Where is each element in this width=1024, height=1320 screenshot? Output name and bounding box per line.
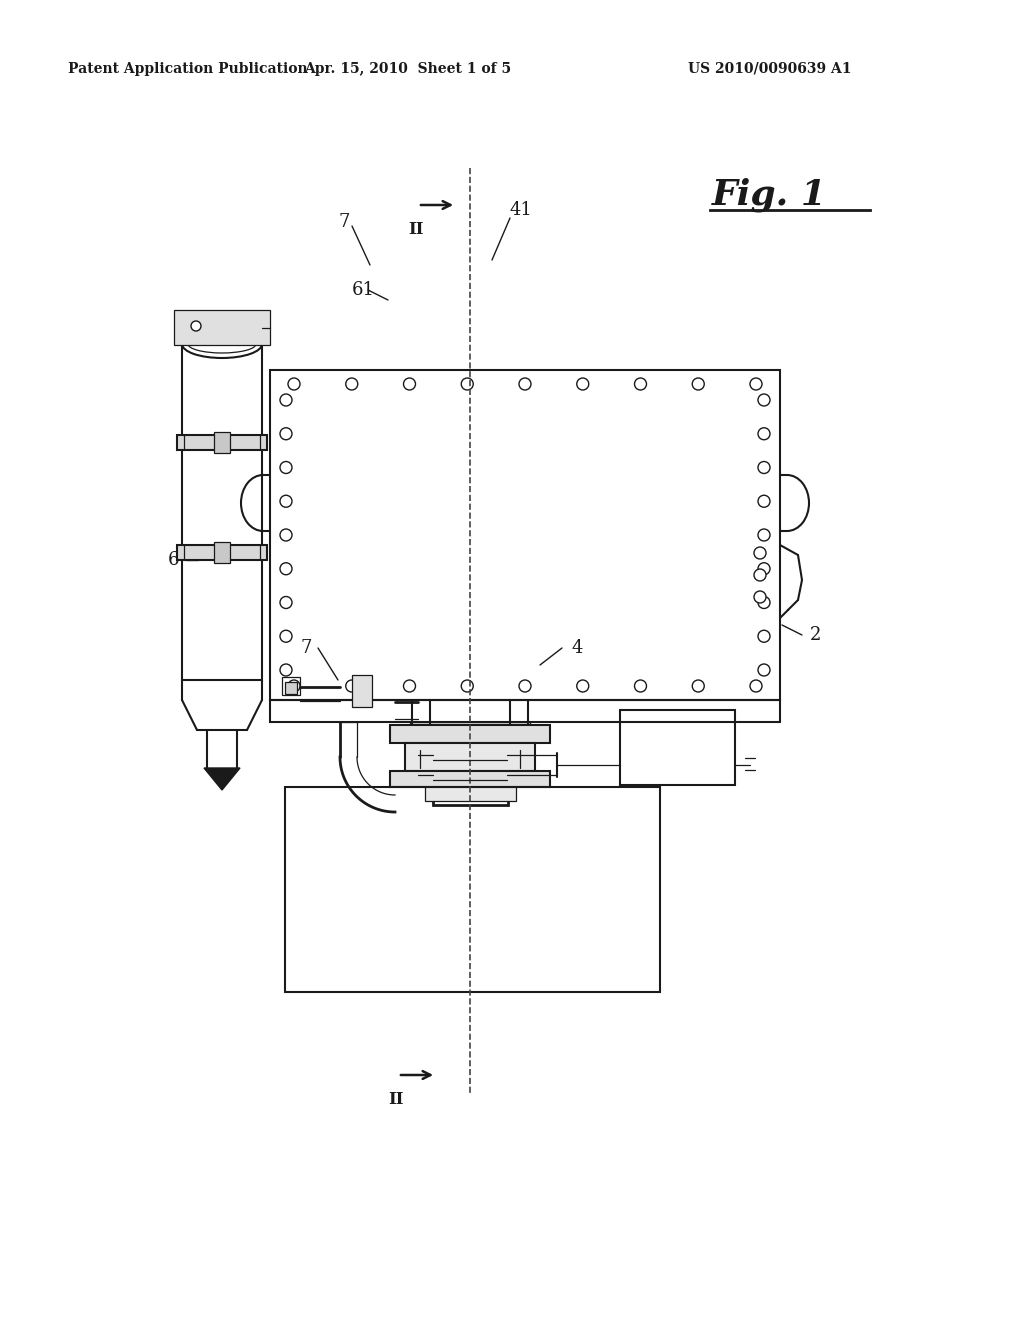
Circle shape: [692, 378, 705, 389]
Circle shape: [754, 591, 766, 603]
Text: 7: 7: [338, 213, 349, 231]
Circle shape: [750, 680, 762, 692]
Bar: [620, 710, 735, 785]
Bar: [425, 783, 516, 801]
Circle shape: [635, 680, 646, 692]
Circle shape: [191, 321, 201, 331]
Bar: [214, 432, 230, 453]
Circle shape: [758, 529, 770, 541]
Bar: [177, 436, 267, 450]
Circle shape: [758, 393, 770, 407]
Circle shape: [577, 378, 589, 389]
Bar: [433, 730, 508, 805]
Text: 41: 41: [510, 201, 532, 219]
Text: Apr. 15, 2010  Sheet 1 of 5: Apr. 15, 2010 Sheet 1 of 5: [304, 62, 512, 77]
Circle shape: [288, 378, 300, 389]
Circle shape: [288, 680, 300, 692]
Circle shape: [280, 393, 292, 407]
Circle shape: [758, 495, 770, 507]
Circle shape: [635, 378, 646, 389]
Circle shape: [280, 562, 292, 574]
Circle shape: [461, 378, 473, 389]
Circle shape: [754, 546, 766, 558]
Circle shape: [280, 529, 292, 541]
Bar: [282, 677, 300, 696]
Text: US 2010/0090639 A1: US 2010/0090639 A1: [688, 62, 852, 77]
Circle shape: [758, 428, 770, 440]
Bar: [285, 787, 660, 993]
Bar: [177, 545, 267, 560]
Text: 7: 7: [300, 639, 311, 657]
Circle shape: [750, 378, 762, 389]
Circle shape: [754, 569, 766, 581]
Bar: [410, 722, 530, 750]
Circle shape: [403, 680, 416, 692]
Circle shape: [346, 378, 357, 389]
Bar: [285, 682, 297, 694]
Circle shape: [280, 495, 292, 507]
Bar: [390, 725, 550, 743]
Circle shape: [577, 680, 589, 692]
Circle shape: [461, 680, 473, 692]
Polygon shape: [204, 768, 240, 789]
Bar: [214, 543, 230, 564]
Circle shape: [403, 378, 416, 389]
Bar: [182, 341, 262, 680]
Bar: [406, 743, 535, 771]
Circle shape: [519, 378, 531, 389]
Circle shape: [280, 597, 292, 609]
Circle shape: [758, 597, 770, 609]
Text: 61: 61: [352, 281, 375, 300]
Bar: [415, 750, 525, 768]
Circle shape: [280, 630, 292, 643]
Circle shape: [758, 562, 770, 574]
Circle shape: [758, 462, 770, 474]
Circle shape: [280, 428, 292, 440]
Text: 4: 4: [572, 639, 584, 657]
Text: 6: 6: [168, 550, 179, 569]
Circle shape: [758, 664, 770, 676]
Circle shape: [280, 664, 292, 676]
Bar: [270, 370, 780, 700]
Bar: [421, 735, 520, 752]
Text: II: II: [409, 220, 424, 238]
Circle shape: [692, 680, 705, 692]
Circle shape: [346, 680, 357, 692]
Text: 2: 2: [810, 626, 821, 644]
Text: II: II: [388, 1092, 403, 1107]
Bar: [390, 771, 550, 787]
Bar: [352, 675, 372, 708]
Circle shape: [758, 630, 770, 643]
Text: Fig. 1: Fig. 1: [712, 178, 827, 213]
Circle shape: [519, 680, 531, 692]
Bar: [174, 310, 270, 345]
Text: Patent Application Publication: Patent Application Publication: [68, 62, 307, 77]
Circle shape: [280, 462, 292, 474]
Bar: [270, 700, 780, 722]
